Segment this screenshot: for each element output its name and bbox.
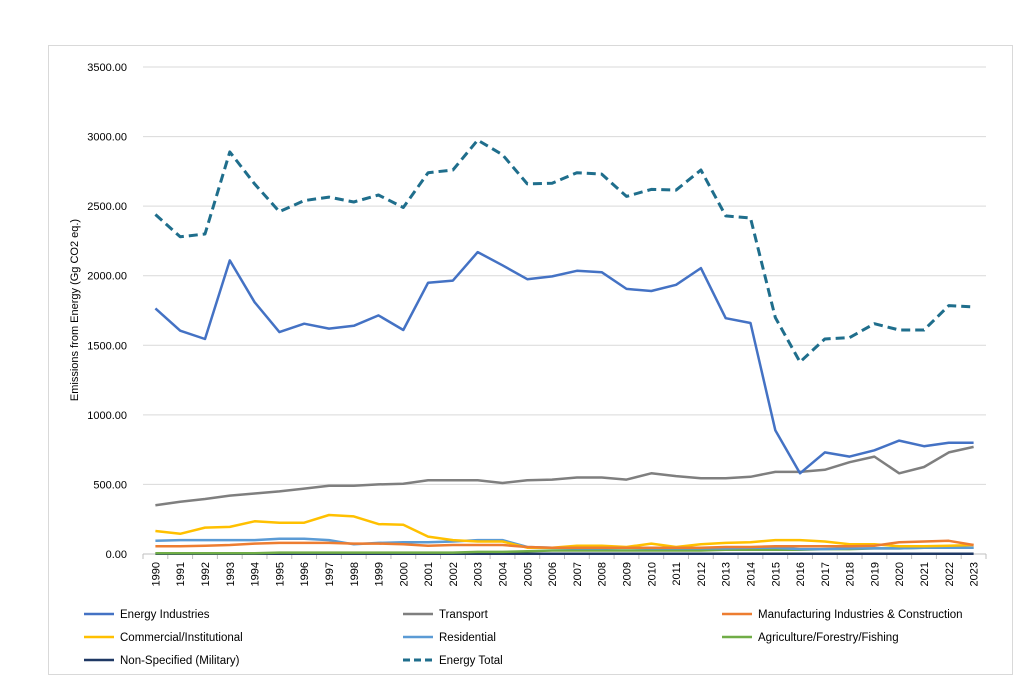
legend-entry: Commercial/Institutional [120, 632, 243, 644]
x-tick-label: 2017 [820, 562, 832, 586]
x-tick-label: 1999 [374, 562, 386, 586]
x-tick-label: 2010 [646, 562, 658, 586]
x-tick-label: 2023 [969, 562, 981, 586]
x-tick-label: 1992 [200, 562, 212, 586]
y-tick-label: 3000.00 [87, 132, 127, 144]
x-tick-label: 2016 [795, 562, 807, 586]
x-tick-label: 1997 [324, 562, 336, 586]
x-tick-label: 2007 [572, 562, 584, 586]
x-tick-label: 2001 [423, 562, 435, 586]
x-tick-label: 1995 [274, 562, 286, 586]
x-tick-label: 2009 [621, 562, 633, 586]
series-line-energy-total [154, 138, 974, 364]
y-tick-label: 500.00 [93, 479, 127, 491]
y-tick-label: 0.00 [106, 549, 127, 561]
x-tick-label: 2004 [498, 562, 510, 586]
x-tick-label: 2012 [696, 562, 708, 586]
x-tick-label: 1996 [299, 562, 311, 586]
y-tick-label: 2500.00 [87, 201, 127, 213]
y-axis-label: Emissions from Energy (Gg CO2 eq.) [69, 219, 81, 401]
x-tick-label: 2018 [845, 562, 857, 586]
x-tick-label: 2002 [448, 562, 460, 586]
legend-entry: Manufacturing Industries & Construction [758, 609, 963, 621]
x-tick-label: 2020 [894, 562, 906, 586]
series-line-transport [155, 445, 974, 507]
x-tick-label: 2021 [919, 562, 931, 586]
x-tick-label: 2003 [473, 562, 485, 586]
legend-entry: Energy Industries [120, 609, 210, 621]
x-tick-label: 2008 [597, 562, 609, 586]
legend-entry: Transport [439, 609, 489, 621]
x-tick-label: 1994 [250, 562, 262, 586]
x-tick-label: 2022 [944, 562, 956, 586]
y-tick-label: 2000.00 [87, 271, 127, 283]
y-tick-label: 1000.00 [87, 410, 127, 422]
gridlines [143, 66, 986, 555]
legend-entry: Non-Specified (Military) [120, 655, 240, 667]
legend-entry: Residential [439, 632, 496, 644]
legend: Energy Industries Transport Manufacturing … [84, 609, 963, 667]
x-tick-label: 2019 [869, 562, 881, 586]
legend-entry: Energy Total [439, 655, 503, 667]
x-tick-label: 1998 [349, 562, 361, 586]
series-line-energy-industries [154, 250, 974, 475]
series-lines [154, 138, 974, 555]
x-tick-label: 2013 [721, 562, 733, 586]
x-tick-label: 1993 [225, 562, 237, 586]
x-tick-label: 2000 [398, 562, 410, 586]
y-tick-label: 3500.00 [87, 62, 127, 74]
x-tick-label: 2005 [522, 562, 534, 586]
x-tick-label: 2014 [745, 562, 757, 586]
legend-entry: Agriculture/Forestry/Fishing [758, 632, 899, 644]
x-tick-label: 2015 [770, 562, 782, 586]
y-axis-ticks: 0.00 500.00 1000.00 1500.00 2000.00 2500.00 30… [87, 62, 127, 561]
series-line-manufacturing-industries-construction [155, 539, 974, 549]
chart-frame [48, 45, 1013, 675]
x-axis-ticks: 1990 1991 1992 1993 1994 1995 1996 1997 1998 1999… [142, 554, 987, 586]
x-tick-label: 1990 [150, 562, 162, 586]
x-tick-label: 2006 [547, 562, 559, 586]
x-tick-label: 2011 [671, 562, 683, 586]
x-tick-label: 1991 [175, 562, 187, 586]
y-tick-label: 1500.00 [87, 340, 127, 352]
